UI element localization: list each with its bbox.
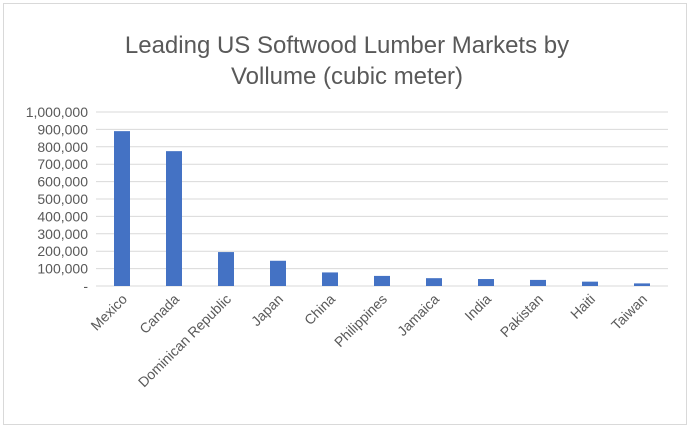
bar — [634, 283, 650, 286]
bars — [114, 131, 650, 286]
x-tick-label: China — [301, 291, 338, 328]
y-tick-label: 200,000 — [37, 243, 88, 259]
y-tick-label: - — [83, 278, 88, 294]
x-tick-label: Japan — [248, 291, 286, 329]
chart-title-line-2: Vollume (cubic meter) — [231, 63, 463, 90]
x-tick-label: Taiwan — [608, 291, 650, 333]
x-tick-label: Canada — [136, 291, 182, 337]
y-tick-label: 400,000 — [37, 208, 88, 224]
x-tick-label: Pakistan — [497, 291, 546, 340]
bar — [166, 151, 182, 286]
bar — [530, 279, 546, 286]
bar — [270, 260, 286, 286]
y-tick-label: 300,000 — [37, 226, 88, 242]
bar — [114, 131, 130, 286]
bar — [322, 272, 338, 286]
x-tick-label: Philippines — [331, 291, 390, 350]
y-tick-label: 900,000 — [37, 121, 88, 137]
x-tick-label: Dominican Republic — [135, 291, 234, 390]
x-tick-label: Jamaica — [394, 291, 442, 339]
bar — [374, 275, 390, 286]
bar — [478, 279, 494, 286]
y-tick-label: 1,000,000 — [26, 104, 88, 120]
bar — [426, 278, 442, 286]
y-tick-label: 600,000 — [37, 174, 88, 190]
y-tick-label: 100,000 — [37, 261, 88, 277]
bar — [582, 281, 598, 286]
y-tick-label: 800,000 — [37, 139, 88, 155]
x-tick-label: Mexico — [87, 291, 130, 334]
bar — [218, 252, 234, 286]
y-tick-label: 700,000 — [37, 156, 88, 172]
y-tick-label: 500,000 — [37, 191, 88, 207]
chart-title-line-1: Leading US Softwood Lumber Markets by — [125, 32, 569, 59]
x-tick-label: Haiti — [567, 291, 598, 322]
x-tick-label: India — [461, 291, 494, 324]
gridlines — [96, 111, 668, 287]
